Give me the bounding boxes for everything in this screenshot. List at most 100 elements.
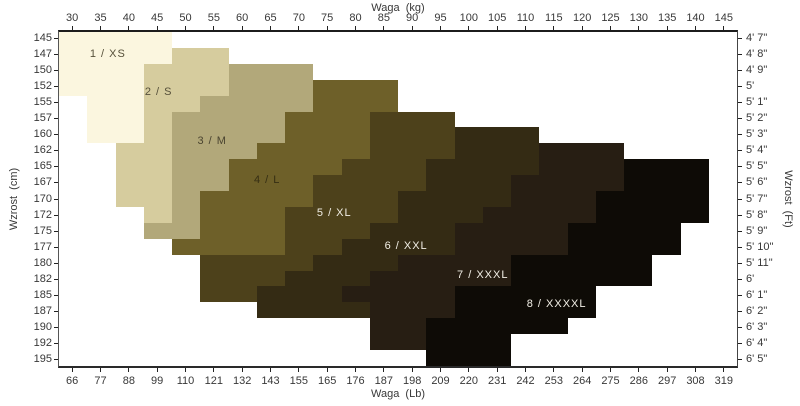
left-tick-mark	[54, 182, 58, 184]
left-tick-label: 147	[33, 47, 52, 60]
size-band-label: 8 / XXXXL	[526, 297, 587, 310]
bottom-tick-mark	[496, 368, 498, 372]
top-tick-mark	[581, 26, 583, 30]
size-region-segment	[200, 222, 285, 239]
size-region-segment	[285, 270, 370, 287]
right-tick-label: 6' 1"	[746, 289, 768, 302]
top-tick-mark	[525, 26, 526, 30]
size-region-segment	[59, 32, 172, 48]
right-tick-mark	[738, 37, 742, 39]
top-tick-label: 110	[516, 12, 535, 24]
left-tick-label: 152	[33, 79, 52, 92]
size-region-segment	[87, 111, 144, 128]
bottom-tick-label: 297	[657, 375, 677, 387]
top-tick-label: 30	[66, 12, 79, 24]
size-region-segment	[454, 143, 540, 160]
size-region-segment	[426, 350, 511, 366]
bottom-tick-label: 209	[431, 375, 450, 387]
bottom-tick-mark	[666, 368, 668, 372]
bottom-tick-mark	[411, 368, 413, 372]
size-region-segment	[143, 63, 229, 80]
top-tick-mark	[128, 26, 130, 30]
bottom-tick-mark	[298, 368, 300, 372]
right-tick-mark	[738, 118, 742, 120]
size-region-segment	[313, 254, 398, 271]
size-region-segment	[454, 302, 596, 319]
left-tick-label: 150	[33, 63, 52, 76]
top-tick-label: 80	[349, 12, 362, 24]
right-tick-label: 5'	[746, 79, 755, 92]
bottom-tick-mark	[383, 368, 385, 372]
size-region-segment	[200, 254, 314, 271]
top-tick-mark	[326, 26, 328, 30]
right-tick-label: 5' 1"	[746, 95, 768, 108]
top-tick-mark	[383, 26, 385, 30]
right-tick-mark	[738, 150, 742, 152]
left-tick-mark	[54, 166, 58, 168]
size-region-segment	[624, 159, 709, 176]
bottom-tick-label: 198	[402, 375, 422, 387]
size-region-segment	[87, 95, 144, 112]
right-tick-label: 6'	[746, 272, 755, 285]
top-tick-label: 60	[236, 12, 249, 24]
bottom-tick-mark	[241, 368, 243, 372]
bottom-tick-mark	[581, 368, 583, 372]
right-tick-mark	[738, 69, 742, 71]
bottom-tick-label: 231	[487, 375, 507, 387]
size-region-segment	[369, 302, 455, 319]
left-tick-mark	[54, 311, 58, 313]
size-region-segment	[454, 286, 596, 303]
top-tick-mark	[213, 26, 215, 30]
right-tick-label: 5' 11"	[746, 256, 773, 269]
size-region-segment	[595, 206, 709, 223]
left-tick-mark	[54, 85, 58, 87]
top-tick-mark	[553, 26, 555, 30]
right-tick-label: 6' 5"	[746, 353, 768, 366]
top-tick-label: 115	[545, 12, 563, 24]
size-region-segment	[398, 254, 511, 271]
right-tick-mark	[738, 343, 742, 345]
size-region-segment	[172, 143, 257, 160]
left-tick-mark	[54, 118, 58, 120]
left-tick-label: 190	[33, 321, 52, 334]
size-region-segment	[539, 159, 624, 176]
size-region-segment	[313, 175, 427, 192]
size-region-segment	[143, 206, 172, 223]
left-tick-mark	[54, 37, 58, 39]
size-band-label: 5 / XL	[316, 206, 352, 219]
size-region-segment	[59, 79, 144, 96]
right-tick-label: 5' 7"	[746, 192, 768, 205]
left-tick-label: 160	[33, 128, 52, 141]
size-region-segment	[115, 191, 172, 207]
size-region-segment	[115, 175, 172, 192]
bottom-tick-label: 132	[232, 375, 252, 387]
size-region-segment	[369, 111, 455, 128]
right-tick-mark	[738, 85, 742, 87]
size-band-label: 3 / M	[197, 134, 227, 147]
bottom-tick-mark	[440, 368, 441, 372]
left-tick-mark	[54, 295, 58, 297]
bottom-tick-label: 121	[204, 375, 223, 387]
top-tick-label: 65	[264, 12, 277, 24]
top-axis-title: Waga (kg)	[371, 2, 425, 14]
top-tick-mark	[723, 26, 725, 30]
right-tick-label: 5' 2"	[746, 112, 768, 125]
size-region-segment	[143, 79, 229, 96]
top-tick-mark	[298, 26, 300, 30]
size-region-segment	[398, 206, 483, 223]
bottom-tick-mark	[71, 368, 73, 372]
left-tick-label: 170	[33, 192, 52, 205]
size-region-segment	[115, 159, 172, 176]
right-tick-label: 6' 4"	[746, 337, 768, 350]
size-region-segment	[341, 238, 455, 255]
size-region-segment	[200, 270, 285, 287]
bottom-tick-mark	[695, 368, 696, 372]
size-region-segment	[143, 222, 201, 239]
left-tick-mark	[54, 343, 58, 345]
size-region-segment	[567, 238, 681, 255]
size-region-segment	[200, 95, 314, 112]
left-tick-mark	[54, 246, 58, 248]
size-region-segment	[172, 191, 201, 207]
size-region-segment	[285, 111, 370, 128]
right-tick-mark	[738, 53, 742, 55]
